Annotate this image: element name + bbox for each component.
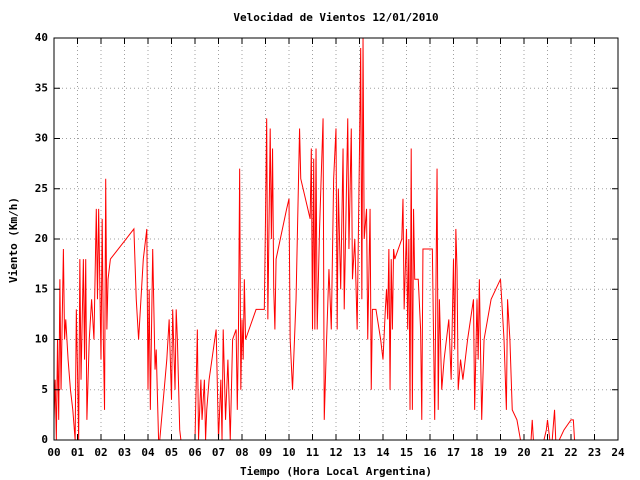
x-tick-label: 14 — [376, 446, 390, 459]
y-tick-label: 40 — [35, 31, 48, 44]
x-tick-label: 08 — [235, 446, 248, 459]
y-tick-label: 15 — [35, 282, 48, 295]
x-tick-label: 18 — [470, 446, 483, 459]
x-tick-label: 24 — [611, 446, 625, 459]
x-tick-label: 05 — [165, 446, 178, 459]
x-tick-label: 20 — [517, 446, 530, 459]
x-tick-label: 07 — [212, 446, 225, 459]
y-tick-label: 0 — [41, 433, 48, 446]
x-tick-label: 02 — [94, 446, 107, 459]
x-axis-label: Tiempo (Hora Local Argentina) — [240, 465, 432, 478]
x-tick-label: 03 — [118, 446, 131, 459]
x-tick-label: 11 — [306, 446, 320, 459]
y-tick-label: 5 — [41, 383, 48, 396]
x-tick-label: 22 — [564, 446, 577, 459]
x-tick-label: 04 — [141, 446, 155, 459]
y-axis-label: Viento (Km/h) — [7, 197, 20, 283]
data-line — [53, 37, 576, 441]
x-tick-label: 00 — [47, 446, 60, 459]
x-tick-label: 13 — [353, 446, 366, 459]
y-tick-label: 10 — [35, 333, 48, 346]
x-tick-label: 21 — [541, 446, 555, 459]
x-tick-label: 16 — [423, 446, 437, 459]
x-tick-label: 17 — [447, 446, 460, 459]
y-tick-label: 25 — [35, 182, 48, 195]
x-tick-label: 12 — [329, 446, 342, 459]
x-tick-label: 15 — [400, 446, 413, 459]
x-tick-label: 06 — [188, 446, 202, 459]
x-tick-label: 01 — [71, 446, 85, 459]
x-tick-label: 10 — [282, 446, 295, 459]
y-tick-label: 35 — [35, 81, 48, 94]
y-tick-label: 30 — [35, 132, 48, 145]
y-tick-label: 20 — [35, 232, 48, 245]
x-tick-label: 09 — [259, 446, 272, 459]
x-tick-label: 23 — [588, 446, 601, 459]
chart-title: Velocidad de Vientos 12/01/2010 — [233, 11, 438, 24]
plot — [53, 37, 576, 441]
x-tick-label: 19 — [494, 446, 507, 459]
